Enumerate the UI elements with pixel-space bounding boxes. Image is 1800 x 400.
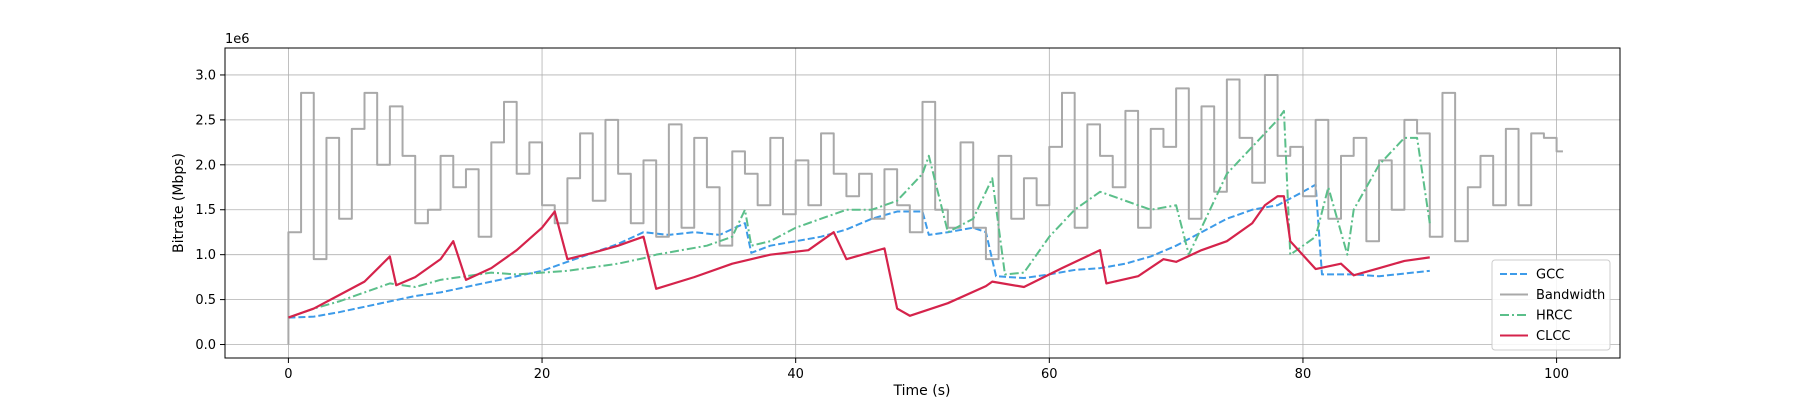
y-tick-label: 0.5 (195, 293, 216, 308)
y-offset-label: 1e6 (225, 32, 250, 47)
series-layer (287, 73, 1563, 345)
legend: GCC Bandwidth HRCC CLCC (1491, 259, 1611, 351)
y-tick-label: 2.0 (195, 158, 216, 173)
legend-label-bandwidth: Bandwidth (1536, 288, 1605, 303)
series-line-clcc (288, 195, 1430, 319)
x-tick-label: 0 (284, 367, 292, 382)
y-tick-label: 1.5 (195, 203, 216, 218)
x-tick-label: 20 (534, 367, 551, 382)
legend-label-gcc: GCC (1536, 268, 1564, 283)
plot-frame (224, 47, 1621, 359)
x-tick-label: 80 (1295, 367, 1312, 382)
x-tick-label: 60 (1041, 367, 1058, 382)
series-line-hrcc (288, 109, 1431, 319)
x-tick-label: 40 (787, 367, 804, 382)
ticks: 0 20 40 60 80 100 0.0 0.5 1.0 1.5 2.0 2.5 3.0 (195, 68, 1569, 382)
legend-label-hrcc: HRCC (1536, 309, 1572, 324)
y-tick-label: 0.0 (195, 338, 216, 353)
y-tick-label: 2.5 (195, 113, 216, 128)
y-axis-label: Bitrate (Mbps) (171, 153, 187, 253)
legend-box (1491, 259, 1611, 351)
x-tick-label: 100 (1544, 367, 1569, 382)
series-line-bandwidth (287, 73, 1563, 345)
x-axis-label: Time (s) (893, 383, 951, 399)
legend-label-clcc: CLCC (1536, 329, 1570, 344)
y-tick-label: 3.0 (195, 68, 216, 83)
y-tick-label: 1.0 (195, 248, 216, 263)
